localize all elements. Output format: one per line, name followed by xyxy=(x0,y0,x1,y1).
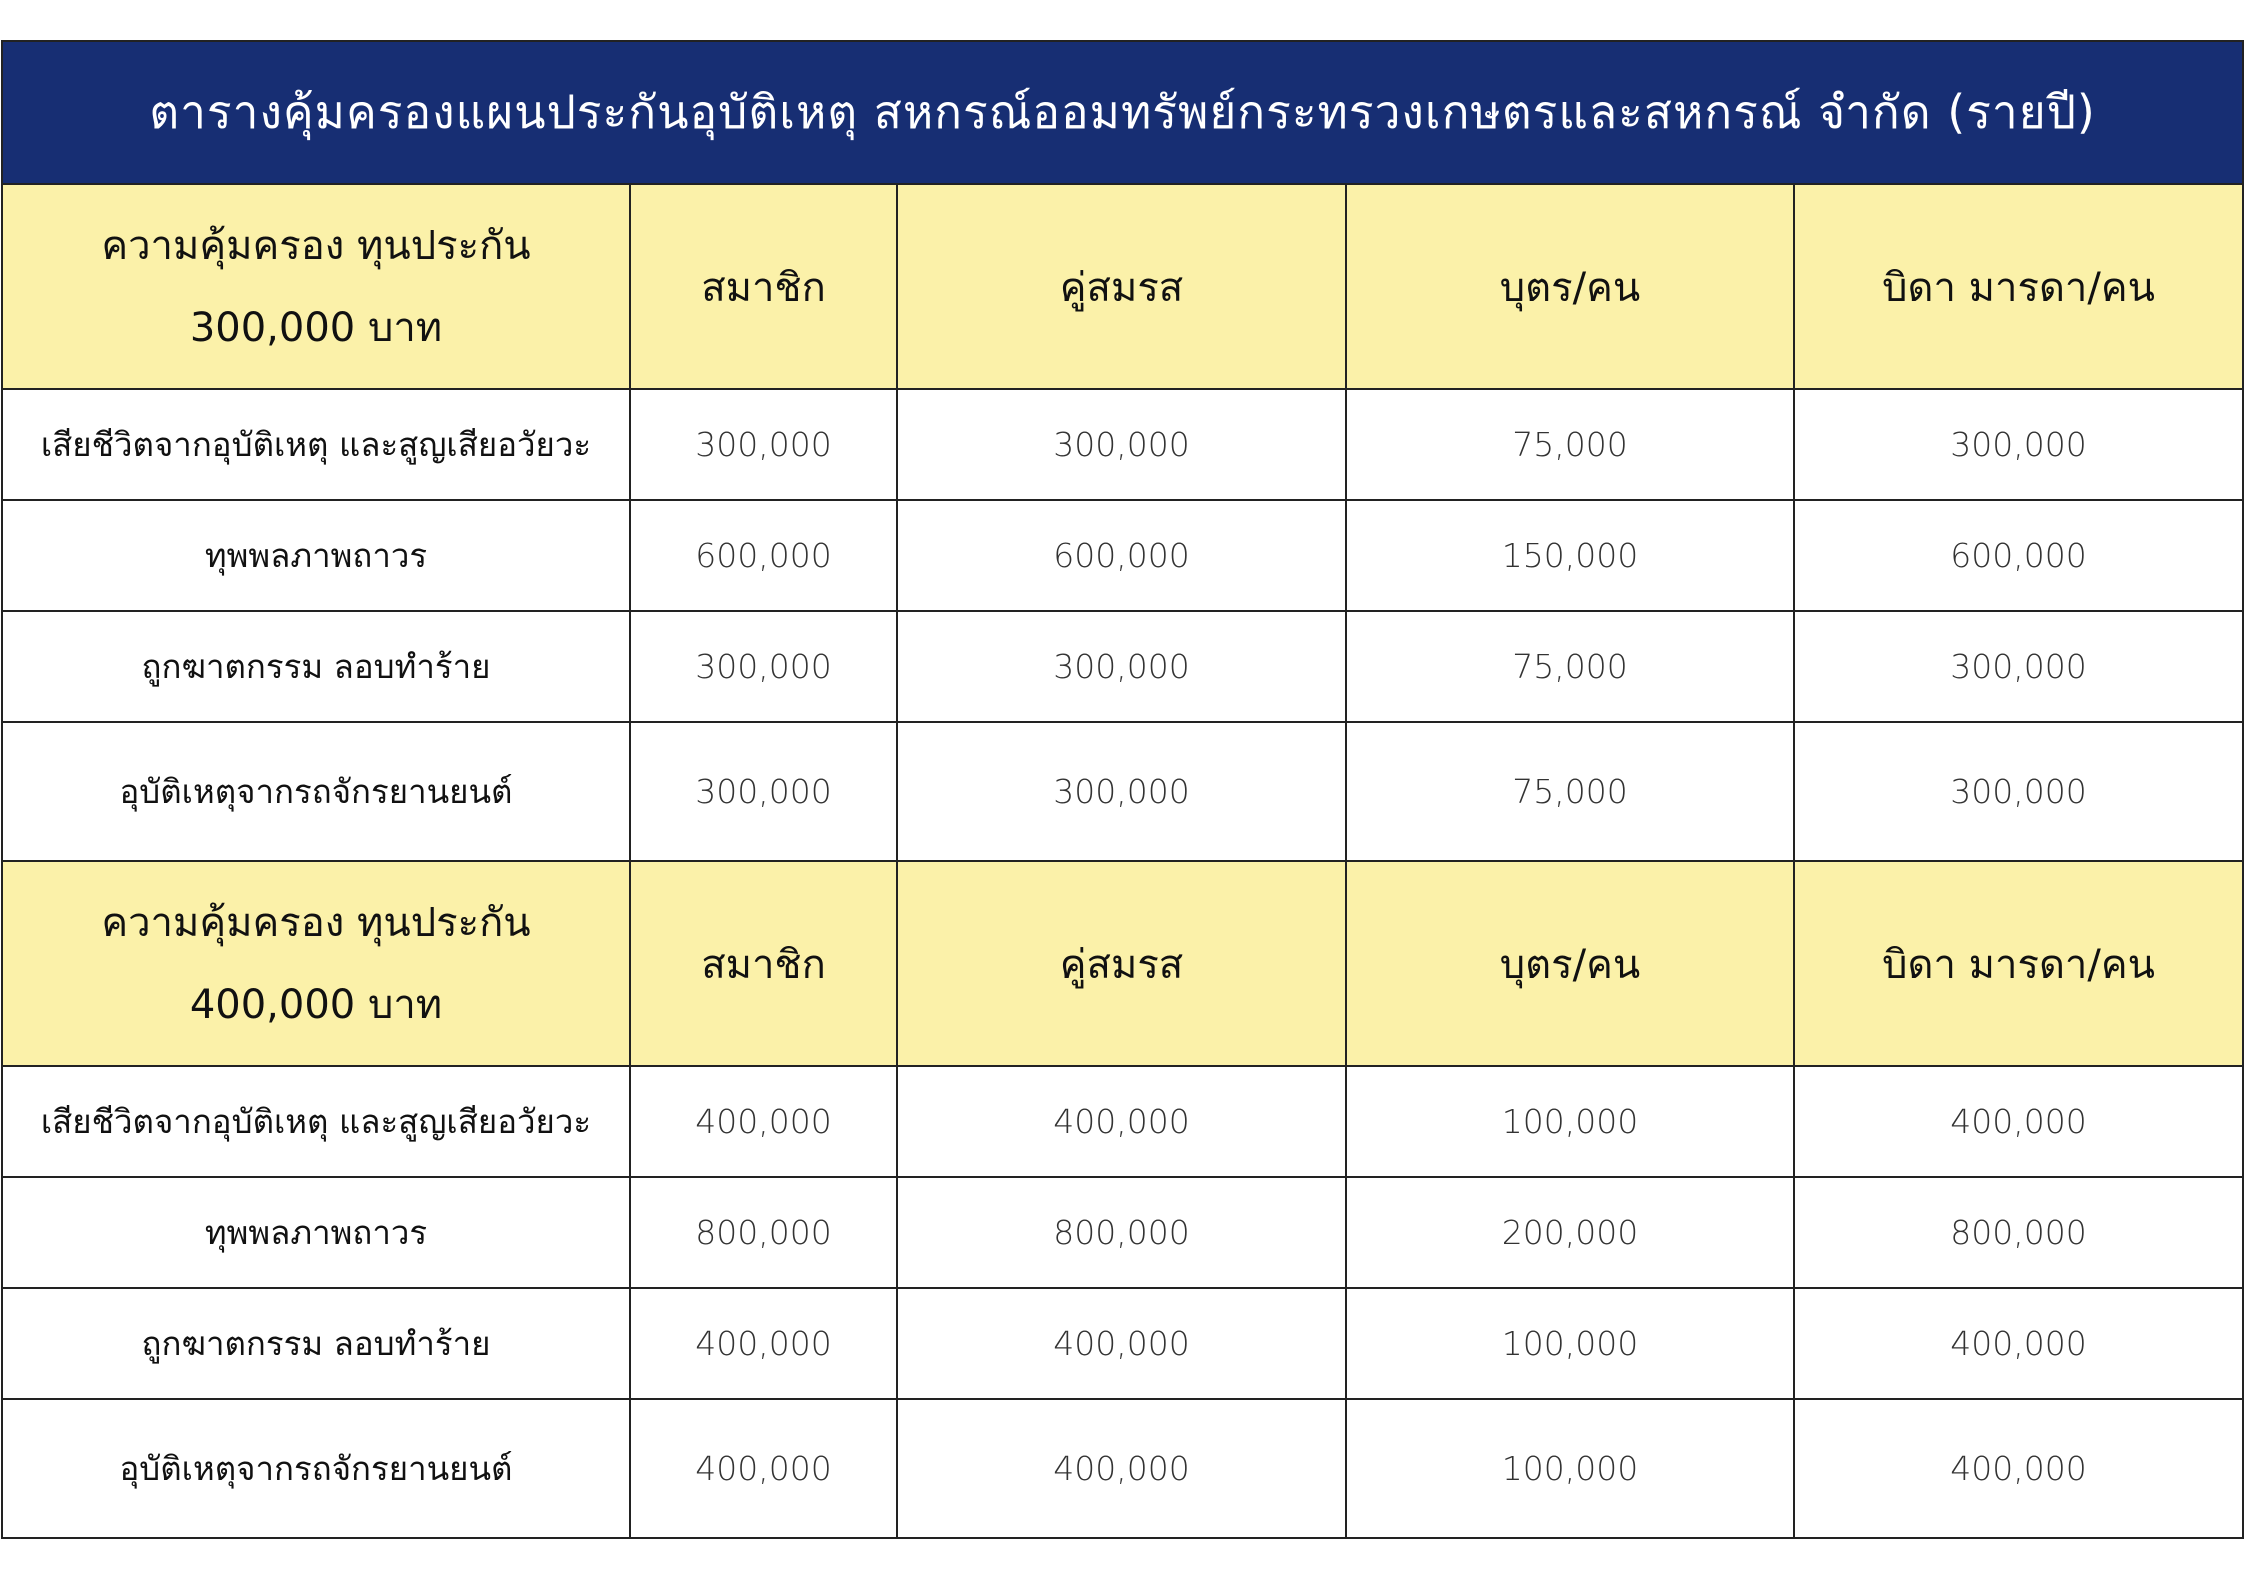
table-row: ถูกฆาตกรรม ลอบทำร้าย 400,000 400,000 100,00… xyxy=(1,1287,2245,1400)
coverage-label: ความคุ้มครอง ทุนประกัน xyxy=(101,899,531,946)
column-header: บิดา มารดา/คน xyxy=(1792,183,2245,390)
coverage-type: อุบัติเหตุจากรถจักรยานยนต์ xyxy=(1,721,631,862)
coverage-amount: 400,000 xyxy=(629,1065,898,1178)
column-header: คู่สมรส xyxy=(896,860,1347,1067)
coverage-type: เสียชีวิตจากอุบัติเหตุ และสูญเสียอวัยวะ xyxy=(1,388,631,501)
table-row: ถูกฆาตกรรม ลอบทำร้าย 300,000 300,000 75,000… xyxy=(1,610,2245,723)
column-header: สมาชิก xyxy=(629,860,898,1067)
coverage-label: ความคุ้มครอง ทุนประกัน xyxy=(101,222,531,269)
coverage-amount: 200,000 xyxy=(1345,1176,1795,1289)
coverage-type: ถูกฆาตกรรม ลอบทำร้าย xyxy=(1,1287,631,1400)
coverage-amount: 300,000 xyxy=(1792,388,2245,501)
coverage-amount: 400,000 xyxy=(1792,1065,2245,1178)
column-header: คู่สมรส xyxy=(896,183,1347,390)
table-row: อุบัติเหตุจากรถจักรยานยนต์ 400,000 400,000… xyxy=(1,1398,2245,1539)
table-row: เสียชีวิตจากอุบัติเหตุ และสูญเสียอวัยวะ 3… xyxy=(1,388,2245,501)
coverage-amount: 400,000 xyxy=(896,1287,1347,1400)
coverage-amount: 400,000 xyxy=(1792,1287,2245,1400)
column-header: บุตร/คน xyxy=(1345,183,1795,390)
coverage-amount: 300,000 xyxy=(629,721,898,862)
coverage-amount: 300,000 xyxy=(1792,610,2245,723)
coverage-amount: 75,000 xyxy=(1345,388,1795,501)
coverage-amount: 400,000 xyxy=(629,1287,898,1400)
column-header: บุตร/คน xyxy=(1345,860,1795,1067)
coverage-amount: 300,000 xyxy=(896,721,1347,862)
coverage-amount: 300,000 xyxy=(1792,721,2245,862)
sum-insured: 400,000 บาท xyxy=(189,981,443,1028)
coverage-amount: 300,000 xyxy=(629,388,898,501)
table-row: เสียชีวิตจากอุบัติเหตุ และสูญเสียอวัยวะ 4… xyxy=(1,1065,2245,1178)
coverage-header-cell: ความคุ้มครอง ทุนประกัน 300,000 บาท xyxy=(1,183,631,390)
coverage-table: ตารางคุ้มครองแผนประกันอุบัติเหตุ สหกรณ์อ… xyxy=(0,40,2245,1539)
section-header-row: ความคุ้มครอง ทุนประกัน 400,000 บาท สมาชิกค… xyxy=(1,860,2245,1067)
coverage-amount: 400,000 xyxy=(1792,1398,2245,1539)
coverage-type: อุบัติเหตุจากรถจักรยานยนต์ xyxy=(1,1398,631,1539)
table-row: อุบัติเหตุจากรถจักรยานยนต์ 300,000 300,000… xyxy=(1,721,2245,862)
coverage-type: ทุพพลภาพถาวร xyxy=(1,1176,631,1289)
coverage-amount: 100,000 xyxy=(1345,1065,1795,1178)
coverage-amount: 300,000 xyxy=(896,388,1347,501)
sum-insured: 300,000 บาท xyxy=(189,304,443,351)
coverage-amount: 800,000 xyxy=(1792,1176,2245,1289)
coverage-amount: 75,000 xyxy=(1345,721,1795,862)
column-header: สมาชิก xyxy=(629,183,898,390)
coverage-type: ถูกฆาตกรรม ลอบทำร้าย xyxy=(1,610,631,723)
coverage-amount: 400,000 xyxy=(896,1398,1347,1539)
coverage-amount: 400,000 xyxy=(896,1065,1347,1178)
coverage-amount: 600,000 xyxy=(1792,499,2245,612)
coverage-amount: 600,000 xyxy=(896,499,1347,612)
coverage-amount: 300,000 xyxy=(629,610,898,723)
coverage-amount: 75,000 xyxy=(1345,610,1795,723)
coverage-amount: 800,000 xyxy=(629,1176,898,1289)
coverage-type: ทุพพลภาพถาวร xyxy=(1,499,631,612)
coverage-amount: 100,000 xyxy=(1345,1287,1795,1400)
table-row: ทุพพลภาพถาวร 800,000 800,000 200,000 800,000 xyxy=(1,1176,2245,1289)
coverage-type: เสียชีวิตจากอุบัติเหตุ และสูญเสียอวัยวะ xyxy=(1,1065,631,1178)
section-header-row: ความคุ้มครอง ทุนประกัน 300,000 บาท สมาชิกค… xyxy=(1,183,2245,390)
coverage-amount: 800,000 xyxy=(896,1176,1347,1289)
table-row: ทุพพลภาพถาวร 600,000 600,000 150,000 600,000 xyxy=(1,499,2245,612)
coverage-amount: 400,000 xyxy=(629,1398,898,1539)
table-title: ตารางคุ้มครองแผนประกันอุบัติเหตุ สหกรณ์อ… xyxy=(0,40,2245,185)
coverage-amount: 150,000 xyxy=(1345,499,1795,612)
coverage-header-cell: ความคุ้มครอง ทุนประกัน 400,000 บาท xyxy=(1,860,631,1067)
coverage-amount: 100,000 xyxy=(1345,1398,1795,1539)
column-header: บิดา มารดา/คน xyxy=(1792,860,2245,1067)
coverage-amount: 300,000 xyxy=(896,610,1347,723)
coverage-amount: 600,000 xyxy=(629,499,898,612)
